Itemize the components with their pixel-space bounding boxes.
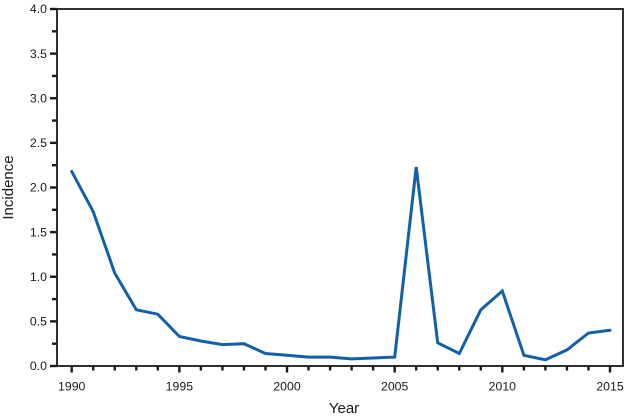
y-axis-tick-label: 3.5 [30,47,47,61]
x-axis-tick-label: 2015 [596,380,624,394]
y-axis-tick-label: 0.0 [30,359,47,373]
x-axis-title: Year [329,400,359,417]
y-axis-tick-label: 3.0 [30,91,47,105]
y-axis-tick-label: 2.0 [30,181,47,195]
x-axis-tick-label: 2010 [489,380,517,394]
x-axis-tick-label: 1995 [166,380,194,394]
x-axis-tick-label: 2000 [273,380,301,394]
y-axis-tick-label: 4.0 [30,2,47,16]
x-axis-tick-label: 1990 [58,380,86,394]
series-line-incidence [70,166,612,362]
plot-area: 0.0 0.5 1.0 1.5 2.0 2.5 3.0 3.5 4.0 1990 1995 2000 2… [30,2,624,394]
x-axis-tick-label: 2005 [381,380,409,394]
y-axis-title: Incidence [0,155,17,219]
y-axis-tick-label: 1.0 [30,270,47,284]
y-axis-tick-label: 0.5 [30,315,47,329]
y-axis-tick-label: 2.5 [30,136,47,150]
y-axis-tick-label: 1.5 [30,225,47,239]
